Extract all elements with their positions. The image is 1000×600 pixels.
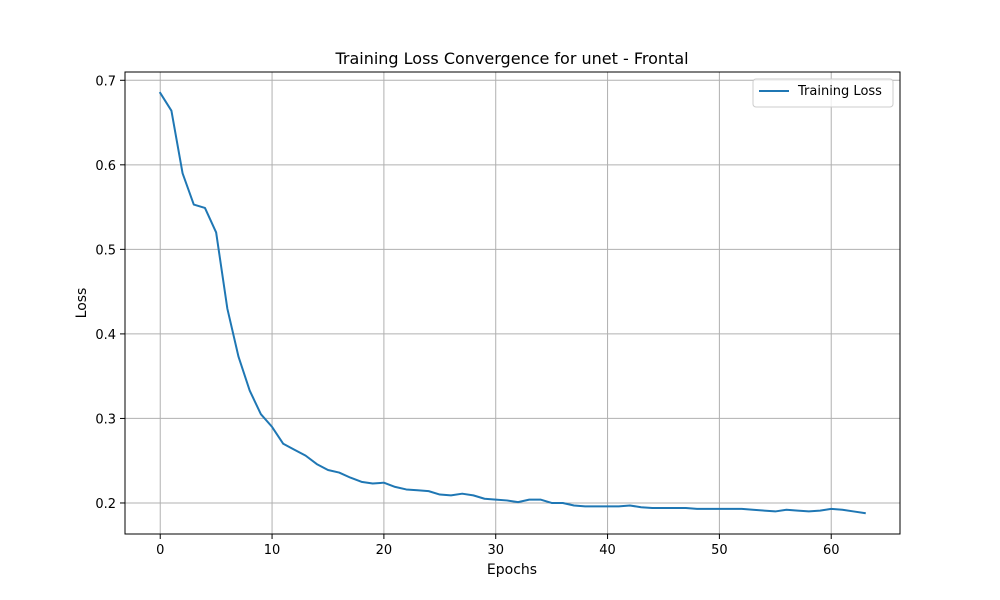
x-tick-label: 0 — [156, 543, 164, 558]
series-line-training-loss — [158, 91, 866, 515]
y-tick-label: 0.2 — [95, 497, 116, 512]
legend: Training Loss — [752, 78, 894, 108]
axis-ticks: 0 10 20 30 40 50 60 0.2 0.3 0.4 0.5 0.6 0.7 — [95, 74, 839, 558]
y-tick-label: 0.5 — [95, 243, 116, 258]
x-tick-label: 50 — [711, 543, 728, 558]
grid-lines — [125, 72, 900, 534]
series-lines — [158, 91, 866, 515]
x-tick-label: 20 — [376, 543, 393, 558]
x-tick-label: 60 — [823, 543, 840, 558]
x-axis-label: Epochs — [487, 562, 537, 578]
y-tick-label: 0.6 — [95, 159, 116, 174]
chart-title: Training Loss Convergence for unet - Fro… — [334, 49, 688, 68]
x-tick-label: 30 — [487, 543, 504, 558]
legend-label-training-loss: Training Loss — [797, 84, 882, 99]
y-axis-label: Loss — [74, 288, 90, 319]
y-tick-label: 0.3 — [95, 412, 116, 427]
y-tick-label: 0.7 — [95, 74, 116, 89]
y-tick-label: 0.4 — [95, 328, 116, 343]
legend-box — [752, 78, 894, 108]
plot-frame — [124, 71, 901, 535]
x-tick-label: 40 — [599, 543, 616, 558]
x-tick-label: 10 — [264, 543, 281, 558]
